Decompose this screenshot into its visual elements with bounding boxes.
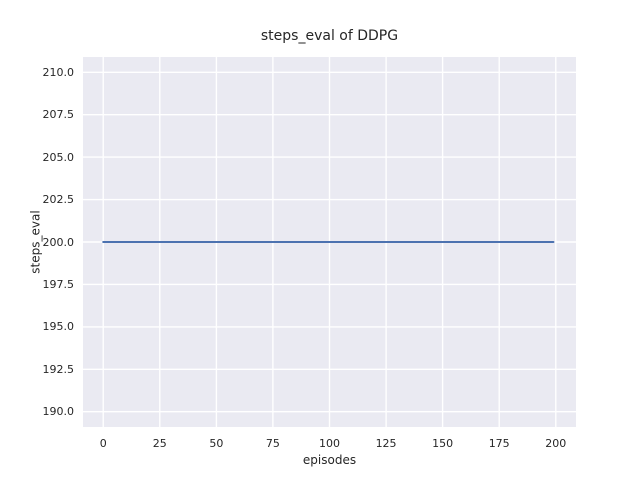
y-tick-label: 200.0 bbox=[42, 235, 75, 249]
y-axis-label: steps_eval bbox=[28, 210, 43, 274]
y-tick-label: 202.5 bbox=[42, 193, 75, 207]
y-tick-label: 192.5 bbox=[42, 362, 75, 376]
x-tick-label: 150 bbox=[432, 437, 454, 450]
x-tick-label: 25 bbox=[152, 437, 167, 450]
x-tick-label: 75 bbox=[265, 437, 280, 450]
y-tick-label: 190.0 bbox=[42, 405, 75, 419]
y-tick-label: 197.5 bbox=[42, 277, 75, 291]
chart-title: steps_eval of DDPG bbox=[260, 28, 399, 44]
plot-area bbox=[83, 57, 576, 427]
x-tick-label: 175 bbox=[488, 437, 510, 450]
x-tick-label: 200 bbox=[545, 437, 567, 450]
y-tick-label: 205.0 bbox=[42, 150, 75, 164]
y-tick-label: 210.0 bbox=[42, 65, 75, 79]
x-tick-label: 0 bbox=[99, 437, 107, 450]
y-tick-label: 207.5 bbox=[42, 108, 75, 122]
x-tick-label: 125 bbox=[375, 437, 397, 450]
y-tick-label: 195.0 bbox=[42, 320, 75, 334]
x-tick-label: 50 bbox=[209, 437, 224, 450]
plot-canvas bbox=[83, 57, 576, 427]
x-axis-label: episodes bbox=[302, 453, 357, 467]
x-tick-label: 100 bbox=[319, 437, 340, 450]
